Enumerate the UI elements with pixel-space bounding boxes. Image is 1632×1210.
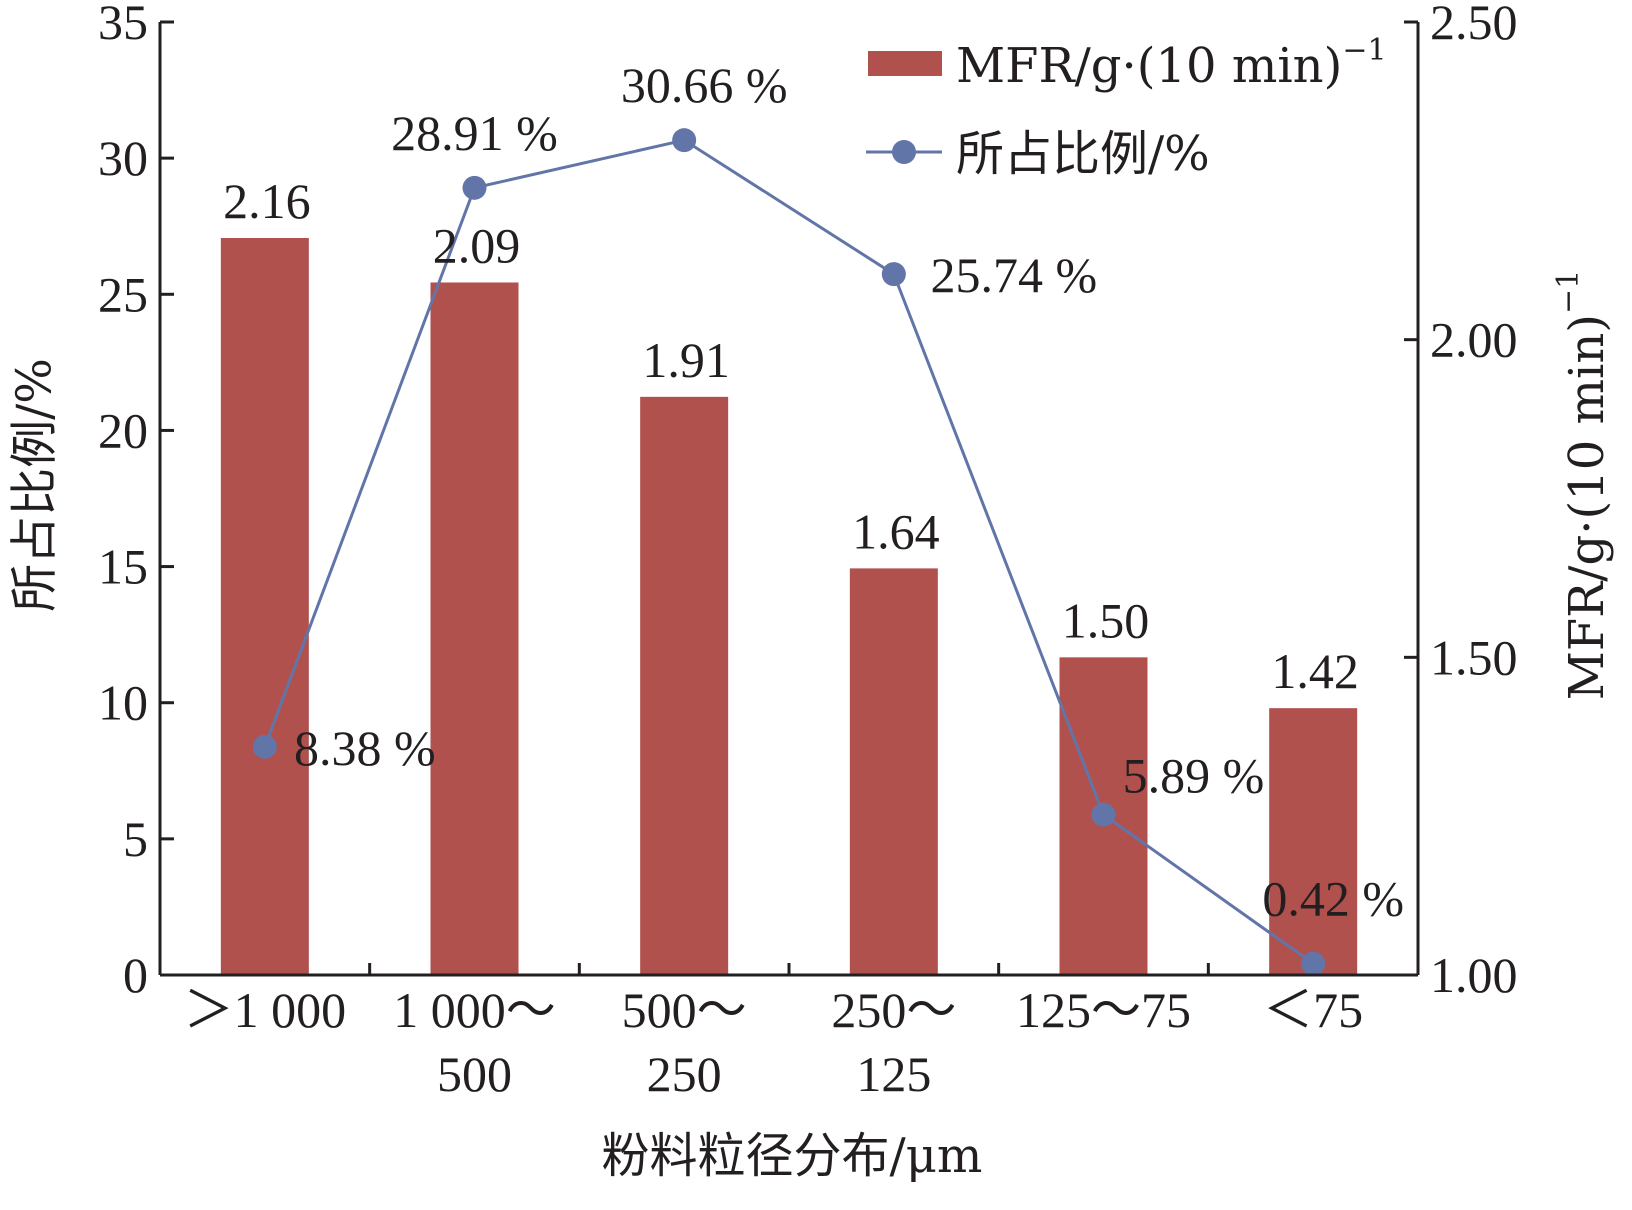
y-right-tick-label-3: 2.50 — [1430, 0, 1518, 50]
y-right-tick-label-1: 1.50 — [1430, 629, 1518, 685]
y-left-tick-label-3: 15 — [98, 539, 148, 595]
x-category-label-5-0: ＜75 — [1263, 982, 1363, 1038]
y-left-tick-label-5: 25 — [98, 266, 148, 322]
legend-ratio-marker — [892, 140, 916, 164]
point-value-label-1: 28.91 % — [391, 105, 558, 161]
y-axis-right-title: MFR/g·(10 min)−1 — [1551, 270, 1615, 701]
y-right-tick-label-2: 2.00 — [1430, 312, 1518, 368]
bar-mfr-0 — [220, 238, 309, 976]
x-category-label-2-0: 500～ — [622, 982, 747, 1038]
bar-value-label-3: 1.64 — [852, 503, 940, 559]
legend-mfr-swatch — [868, 51, 942, 76]
line-layer — [252, 128, 1326, 976]
x-category-label-1-0: 1 000～ — [393, 982, 556, 1038]
legend-mfr-label: MFR/g·(10 min)−1 — [956, 33, 1387, 94]
bar-mfr-5 — [1269, 708, 1358, 975]
legend-mfr-label-main: MFR/g·(10 min) — [956, 38, 1342, 94]
x-category-label-3-1: 125 — [856, 1046, 931, 1102]
bar-value-label-1: 2.09 — [433, 217, 521, 273]
bar-value-label-0: 2.16 — [223, 173, 311, 229]
x-category-label-2-1: 250 — [647, 1046, 722, 1102]
point-value-label-2: 30.66 % — [621, 57, 788, 113]
labels-layer: 2.16 2.09 1.91 1.64 1.50 1.42 8.38 % 28.91 % 30.… — [223, 57, 1404, 926]
y-left-tick-label-1: 5 — [123, 811, 148, 867]
y-left-tick-label-0: 0 — [123, 947, 148, 1003]
bar-mfr-3 — [849, 568, 938, 975]
x-category-label-4-0: 125～75 — [1016, 982, 1191, 1038]
bar-mfr-2 — [640, 396, 729, 975]
y-left-tick-label-6: 30 — [98, 130, 148, 186]
bar-mfr-1 — [430, 282, 519, 975]
x-category-label-1-1: 500 — [437, 1046, 512, 1102]
legend-mfr-label-sup: −1 — [1342, 33, 1386, 68]
point-ratio-1 — [462, 175, 487, 200]
point-ratio-4 — [1091, 802, 1116, 827]
y-left-tick-label-2: 10 — [98, 675, 148, 731]
bar-value-label-4: 1.50 — [1062, 592, 1150, 648]
line-ratio — [263, 138, 1315, 965]
bar-value-label-2: 1.91 — [642, 332, 730, 388]
y-axis-left-title: 所占比例/% — [7, 358, 63, 612]
point-value-label-3: 25.74 % — [931, 247, 1098, 303]
point-ratio-0 — [252, 734, 277, 759]
y-left-tick-label-4: 20 — [98, 402, 148, 458]
x-axis-title: 粉料粒径分布/μm — [602, 1128, 983, 1184]
axes-layer: 0 5 10 15 20 25 30 35 1.00 1.50 2.00 2.50 ＞1 000 1 00… — [98, 0, 1518, 1102]
legend-ratio-label: 所占比例/% — [956, 126, 1210, 182]
legend: MFR/g·(10 min)−1 所占比例/% — [866, 33, 1387, 182]
point-ratio-5 — [1301, 951, 1326, 976]
y-axis-right-title-main: MFR/g·(10 min) — [1559, 314, 1615, 700]
bar-value-label-5: 1.42 — [1271, 643, 1359, 699]
point-ratio-3 — [881, 262, 906, 287]
y-left-tick-label-7: 35 — [98, 0, 148, 50]
y-axis-right-title-sup: −1 — [1551, 270, 1586, 314]
bars-layer — [220, 238, 1358, 976]
y-right-tick-label-0: 1.00 — [1430, 947, 1518, 1003]
point-ratio-2 — [672, 128, 697, 153]
x-category-label-0-0: ＞1 000 — [184, 982, 347, 1038]
x-category-label-3-0: 250～ — [831, 982, 956, 1038]
point-value-label-4: 5.89 % — [1123, 748, 1265, 804]
point-value-label-0: 8.38 % — [294, 720, 436, 776]
point-value-label-5: 0.42 % — [1262, 871, 1404, 927]
